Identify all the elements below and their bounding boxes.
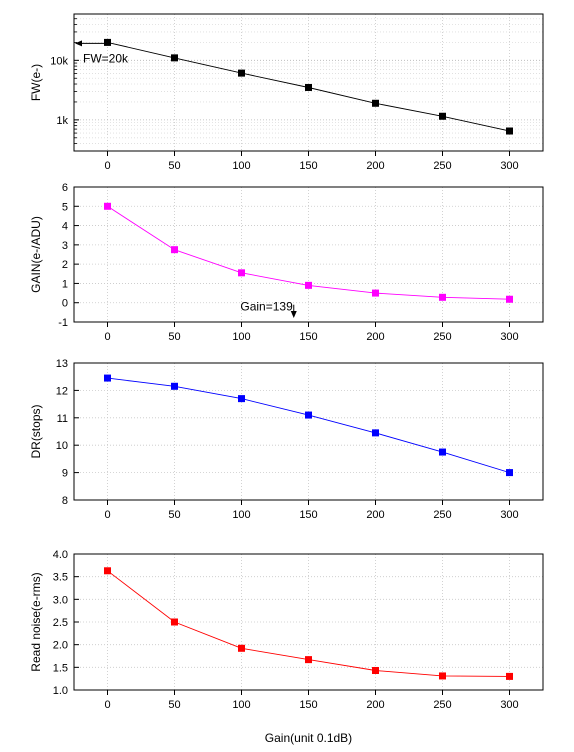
annotation-arrowhead <box>290 311 297 318</box>
y-tick-label: 9 <box>62 468 68 480</box>
data-point <box>305 656 312 664</box>
y-axis-title: Read noise(e-rms) <box>29 572 43 671</box>
data-point <box>372 99 379 107</box>
data-point <box>104 374 111 382</box>
x-tick-label: 200 <box>366 509 384 521</box>
x-tick-label: 200 <box>366 160 384 172</box>
data-point <box>439 672 446 680</box>
y-tick-label: 13 <box>56 358 68 370</box>
data-point <box>238 269 245 277</box>
x-tick-label: 0 <box>104 331 110 343</box>
data-point <box>506 295 513 303</box>
y-tick-label: 3.0 <box>53 594 68 606</box>
y-tick-label: 11 <box>57 413 68 425</box>
x-tick-label: 250 <box>433 509 451 521</box>
chart-panel-4: 1.0 1.5 2.0 2.5 3.0 3.5 4.0 0 50 100 150 200 250 300 R… <box>29 549 544 745</box>
x-tick-label: 300 <box>500 331 518 343</box>
data-point <box>238 395 245 403</box>
y-tick-label: 3 <box>62 240 68 252</box>
y-tick-label: 8 <box>62 495 68 507</box>
x-tick-label: 300 <box>500 509 518 521</box>
y-axis-title: DR(stops) <box>29 404 43 458</box>
x-tick-label: 50 <box>168 699 180 711</box>
y-tick-label: 1.5 <box>53 662 68 674</box>
data-point <box>372 289 379 297</box>
y-tick-label: -1 <box>58 317 68 329</box>
x-tick-label: 250 <box>433 160 451 172</box>
data-point <box>171 382 178 390</box>
data-point <box>104 202 111 210</box>
data-point <box>439 293 446 301</box>
x-tick-label: 50 <box>168 331 180 343</box>
plot-frame <box>73 13 544 152</box>
y-tick-label: 5 <box>62 201 68 213</box>
y-tick-label: 1 <box>62 278 68 290</box>
data-point <box>104 38 111 46</box>
x-tick-label: 250 <box>433 699 451 711</box>
y-tick-label: 10k <box>50 55 68 67</box>
x-tick-label: 150 <box>299 699 317 711</box>
y-axis-title: FW(e-) <box>29 64 43 101</box>
x-tick-label: 50 <box>168 160 180 172</box>
x-tick-label: 0 <box>104 509 110 521</box>
y-tick-label: 3.5 <box>53 572 68 584</box>
y-tick-label: 1.0 <box>53 685 68 697</box>
y-tick-label: 2.0 <box>53 640 68 652</box>
x-tick-label: 200 <box>366 699 384 711</box>
x-tick-label: 0 <box>104 699 110 711</box>
x-tick-label: 300 <box>500 699 518 711</box>
y-tick-label: 1k <box>56 115 68 127</box>
x-tick-label: 0 <box>104 160 110 172</box>
x-tick-label: 100 <box>232 160 250 172</box>
x-tick-label: 200 <box>366 331 384 343</box>
x-tick-label: 150 <box>299 331 317 343</box>
y-tick-label: 10 <box>56 440 68 452</box>
data-point <box>305 83 312 91</box>
chart-panel-1: 1k 10k 0 50 100 150 200 250 300 FW(e-) FW=20k <box>29 13 544 172</box>
annotation-text: Gain=139 <box>240 300 293 314</box>
x-tick-label: 250 <box>433 331 451 343</box>
data-point <box>305 281 312 289</box>
y-tick-label: 12 <box>56 385 68 397</box>
data-point <box>439 448 446 456</box>
data-point <box>238 69 245 77</box>
x-tick-label: 100 <box>232 509 250 521</box>
y-tick-label: 0 <box>62 298 68 310</box>
x-tick-label: 50 <box>168 509 180 521</box>
data-point <box>171 246 178 254</box>
y-tick-label: 2.5 <box>53 617 68 629</box>
x-tick-label: 300 <box>500 160 518 172</box>
data-point <box>171 618 178 626</box>
data-point <box>104 567 111 575</box>
annotation-text: FW=20k <box>83 51 129 65</box>
y-tick-label: 4.0 <box>53 549 68 561</box>
x-tick-label: 100 <box>232 699 250 711</box>
data-point <box>305 411 312 419</box>
y-tick-label: 4 <box>62 221 68 233</box>
x-tick-label: 100 <box>232 331 250 343</box>
data-point <box>506 127 513 135</box>
data-point <box>171 54 178 62</box>
x-axis-title: Gain(unit 0.1dB) <box>265 731 352 745</box>
data-point <box>372 667 379 675</box>
data-point <box>372 429 379 437</box>
y-tick-label: 6 <box>62 182 68 194</box>
data-point <box>238 644 245 652</box>
data-point <box>506 469 513 477</box>
data-point <box>439 112 446 120</box>
chart-panel-2: -1 0 1 2 3 4 5 6 0 50 100 150 200 250 300 GAIN(e-/ADU) G… <box>29 182 544 343</box>
chart-panel-3: 8 9 10 11 12 13 0 50 100 150 200 250 300 DR(stops) <box>29 358 544 521</box>
annotation-arrowhead <box>75 40 82 47</box>
y-tick-label: 2 <box>62 259 68 271</box>
plot-frame <box>73 362 544 501</box>
data-point <box>506 672 513 680</box>
y-axis-title: GAIN(e-/ADU) <box>29 216 43 293</box>
x-tick-label: 150 <box>299 160 317 172</box>
series-line <box>107 377 510 474</box>
x-tick-label: 150 <box>299 509 317 521</box>
